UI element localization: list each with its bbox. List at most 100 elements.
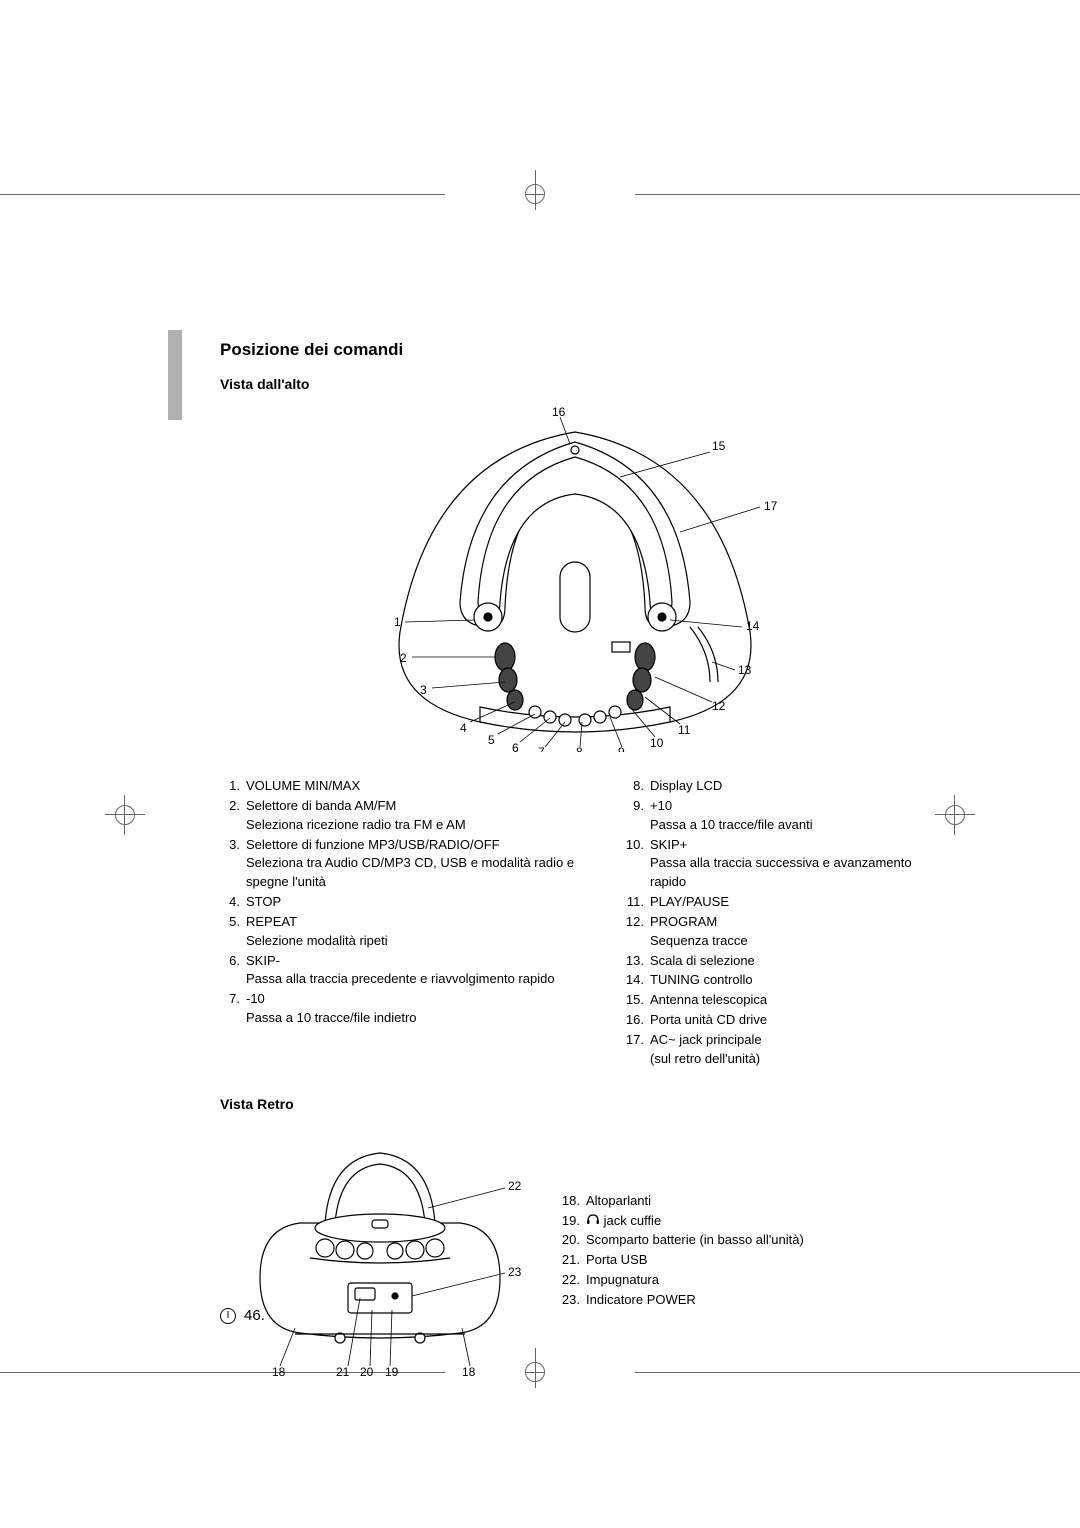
control-item-number: 20. [560, 1231, 586, 1250]
control-item-text: Scomparto batterie (in basso all'unità) [586, 1231, 804, 1250]
control-item-number: 7. [220, 990, 246, 1028]
svg-text:9: 9 [618, 745, 625, 752]
control-item-text: -10Passa a 10 tracce/file indietro [246, 990, 610, 1028]
crop-mark-right [940, 800, 970, 830]
control-item-text: Scala di selezione [650, 952, 924, 971]
svg-text:1: 1 [394, 615, 401, 629]
control-item-number: 11. [624, 893, 650, 912]
control-item: 5.REPEATSelezione modalità ripeti [220, 913, 610, 951]
language-tab [168, 330, 182, 420]
control-item-number: 16. [624, 1011, 650, 1030]
control-item-text: PLAY/PAUSE [650, 893, 924, 912]
svg-text:17: 17 [764, 499, 778, 513]
control-item-number: 3. [220, 836, 246, 893]
top-view-diagram: 1 2 3 4 5 6 7 8 9 10 11 12 13 14 15 16 1… [360, 402, 790, 752]
control-item-number: 2. [220, 797, 246, 835]
control-item-number: 14. [624, 971, 650, 990]
control-item-text: Display LCD [650, 777, 924, 796]
controls-left-column: 1.VOLUME MIN/MAX2.Selettore di banda AM/… [220, 777, 610, 1070]
section-title: Posizione dei comandi [220, 340, 920, 360]
control-item-text: Porta unità CD drive [650, 1011, 924, 1030]
control-item: 21.Porta USB [560, 1251, 804, 1270]
control-item-text: Indicatore POWER [586, 1291, 804, 1310]
control-item-text: Porta USB [586, 1251, 804, 1270]
control-item-text: Impugnatura [586, 1271, 804, 1290]
page-content: Posizione dei comandi Vista dall'alto [220, 340, 920, 1378]
page-footer: I 46. [220, 1307, 265, 1324]
svg-text:13: 13 [738, 663, 752, 677]
svg-text:12: 12 [712, 699, 726, 713]
control-item-text: Altoparlanti [586, 1192, 804, 1211]
rear-section: 22 23 18 18 19 20 21 18.Altoparlanti19. … [220, 1122, 920, 1378]
control-item-number: 4. [220, 893, 246, 912]
control-item: 13.Scala di selezione [624, 952, 924, 971]
control-item: 15.Antenna telescopica [624, 991, 924, 1010]
control-item: 2.Selettore di banda AM/FMSeleziona rice… [220, 797, 610, 835]
control-item-number: 17. [624, 1031, 650, 1069]
control-item-text: SKIP+Passa alla traccia successiva e ava… [650, 836, 924, 893]
control-item-text: Antenna telescopica [650, 991, 924, 1010]
control-item-number: 18. [560, 1192, 586, 1211]
rear-view-label: Vista Retro [220, 1096, 920, 1112]
control-item-number: 6. [220, 952, 246, 990]
control-item: 3.Selettore di funzione MP3/USB/RADIO/OF… [220, 836, 610, 893]
control-item-text: AC~ jack principale(sul retro dell'unità… [650, 1031, 924, 1069]
svg-text:22: 22 [508, 1179, 522, 1193]
control-item-text: jack cuffie [586, 1212, 804, 1231]
page-number: 46. [244, 1307, 265, 1324]
controls-right-column: 8.Display LCD9.+10Passa a 10 tracce/file… [624, 777, 924, 1070]
control-item-number: 8. [624, 777, 650, 796]
svg-text:6: 6 [512, 741, 519, 752]
crop-mark-top [0, 180, 1080, 210]
svg-text:20: 20 [360, 1365, 374, 1378]
control-item-number: 9. [624, 797, 650, 835]
control-item: 4.STOP [220, 893, 610, 912]
control-item-number: 23. [560, 1291, 586, 1310]
control-item: 23.Indicatore POWER [560, 1291, 804, 1310]
rear-view-diagram: 22 23 18 18 19 20 21 [230, 1128, 530, 1378]
control-item: 7.-10Passa a 10 tracce/file indietro [220, 990, 610, 1028]
control-item-number: 10. [624, 836, 650, 893]
svg-text:5: 5 [488, 733, 495, 747]
control-item-number: 15. [624, 991, 650, 1010]
svg-text:18: 18 [462, 1365, 476, 1378]
svg-text:10: 10 [650, 736, 664, 750]
footer-language-icon: I [220, 1308, 236, 1324]
control-item-number: 12. [624, 913, 650, 951]
control-item: 1.VOLUME MIN/MAX [220, 777, 610, 796]
svg-text:15: 15 [712, 439, 726, 453]
control-item-number: 21. [560, 1251, 586, 1270]
control-item-text: VOLUME MIN/MAX [246, 777, 610, 796]
controls-rear-list: 18.Altoparlanti19. jack cuffie20.Scompar… [560, 1192, 804, 1311]
svg-text:2: 2 [400, 651, 407, 665]
svg-text:21: 21 [336, 1365, 350, 1378]
svg-text:3: 3 [420, 683, 427, 697]
control-item-number: 22. [560, 1271, 586, 1290]
control-item-text: PROGRAMSequenza tracce [650, 913, 924, 951]
svg-text:14: 14 [746, 619, 760, 633]
control-item-text: TUNING controllo [650, 971, 924, 990]
control-item-number: 1. [220, 777, 246, 796]
control-item: 6.SKIP-Passa alla traccia precedente e r… [220, 952, 610, 990]
control-item: 11.PLAY/PAUSE [624, 893, 924, 912]
svg-text:18: 18 [272, 1365, 286, 1378]
headphone-icon [586, 1212, 600, 1231]
control-item: 18.Altoparlanti [560, 1192, 804, 1211]
svg-text:19: 19 [385, 1365, 399, 1378]
control-item-number: 13. [624, 952, 650, 971]
control-item: 17.AC~ jack principale(sul retro dell'un… [624, 1031, 924, 1069]
control-item-number: 5. [220, 913, 246, 951]
control-item: 20.Scomparto batterie (in basso all'unit… [560, 1231, 804, 1250]
control-item-text: STOP [246, 893, 610, 912]
control-item: 8.Display LCD [624, 777, 924, 796]
top-view-label: Vista dall'alto [220, 376, 920, 392]
control-item-text: Selettore di funzione MP3/USB/RADIO/OFFS… [246, 836, 610, 893]
svg-text:7: 7 [538, 745, 545, 752]
svg-text:16: 16 [552, 405, 566, 419]
crop-mark-left [110, 800, 140, 830]
control-item-text: +10Passa a 10 tracce/file avanti [650, 797, 924, 835]
svg-text:11: 11 [678, 723, 691, 737]
control-item: 16.Porta unità CD drive [624, 1011, 924, 1030]
control-item-text: Selettore di banda AM/FMSeleziona ricezi… [246, 797, 610, 835]
control-item-text: SKIP-Passa alla traccia precedente e ria… [246, 952, 610, 990]
